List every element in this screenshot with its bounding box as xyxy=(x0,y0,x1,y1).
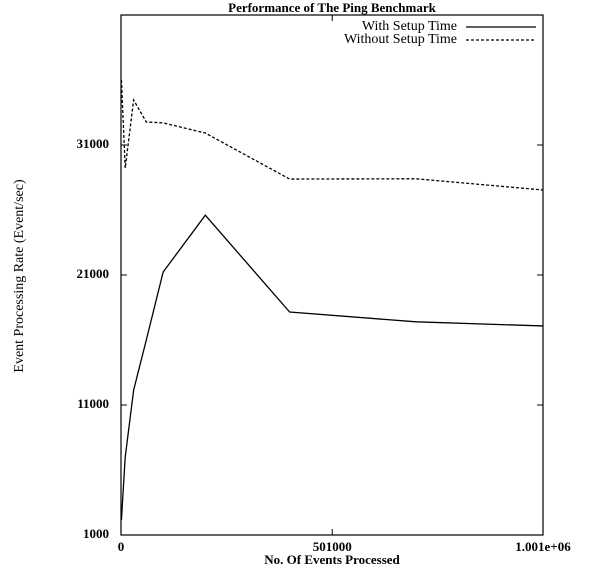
series-line xyxy=(120,214,544,521)
y-tick-label: 1000 xyxy=(83,526,109,541)
legend-label: Without Setup Time xyxy=(344,32,457,47)
series-line xyxy=(120,79,544,191)
x-tick-label: 501000 xyxy=(313,539,352,554)
y-tick-label: 21000 xyxy=(77,266,110,281)
x-axis-label: No. Of Events Processed xyxy=(264,552,400,567)
x-tick-label: 0 xyxy=(118,539,125,554)
y-tick-label: 11000 xyxy=(77,396,109,411)
legend-label: With Setup Time xyxy=(362,19,457,34)
chart-title: Performance of The Ping Benchmark xyxy=(228,0,436,15)
y-tick-label: 31000 xyxy=(77,136,110,151)
y-axis-label: Event Processing Rate (Event/sec) xyxy=(12,179,27,373)
plot-frame xyxy=(120,14,544,536)
x-tick-label: 1.001e+06 xyxy=(515,539,571,554)
